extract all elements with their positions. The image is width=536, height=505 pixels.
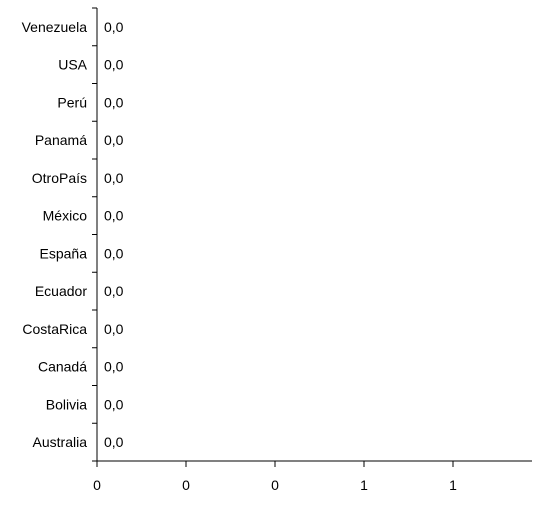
x-tick-label: 0 xyxy=(182,477,190,493)
y-tick-label: USA xyxy=(58,57,87,73)
y-tick-label: Ecuador xyxy=(35,283,87,299)
x-tick-label: 0 xyxy=(93,477,101,493)
data-label: 0,0 xyxy=(104,170,124,186)
data-label: 0,0 xyxy=(104,208,124,224)
y-tick-label: España xyxy=(40,245,88,261)
data-label: 0,0 xyxy=(104,283,124,299)
plot-area: Venezuela 0,0 USA 0,0 Perú 0,0 Panamá 0,0 OtroPa… xyxy=(22,7,532,493)
y-tick-label: México xyxy=(43,208,88,224)
y-tick-label: OtroPaís xyxy=(32,170,87,186)
y-tick-label: Perú xyxy=(57,94,87,110)
data-label: 0,0 xyxy=(104,94,124,110)
x-tick-label: 1 xyxy=(449,477,457,493)
data-label: 0,0 xyxy=(104,19,124,35)
y-tick-label: Venezuela xyxy=(22,19,88,35)
y-tick-label: Australia xyxy=(33,434,88,450)
y-tick-label: Canadá xyxy=(38,359,87,375)
data-label: 0,0 xyxy=(104,321,124,337)
data-label: 0,0 xyxy=(104,245,124,261)
y-tick-label: CostaRica xyxy=(22,321,87,337)
data-label: 0,0 xyxy=(104,359,124,375)
y-tick-label: Bolivia xyxy=(46,396,87,412)
data-label: 0,0 xyxy=(104,132,124,148)
x-tick-label: 1 xyxy=(360,477,368,493)
data-label: 0,0 xyxy=(104,57,124,73)
y-tick-label: Panamá xyxy=(35,132,87,148)
data-label: 0,0 xyxy=(104,396,124,412)
data-label: 0,0 xyxy=(104,434,124,450)
x-tick-label: 0 xyxy=(271,477,279,493)
